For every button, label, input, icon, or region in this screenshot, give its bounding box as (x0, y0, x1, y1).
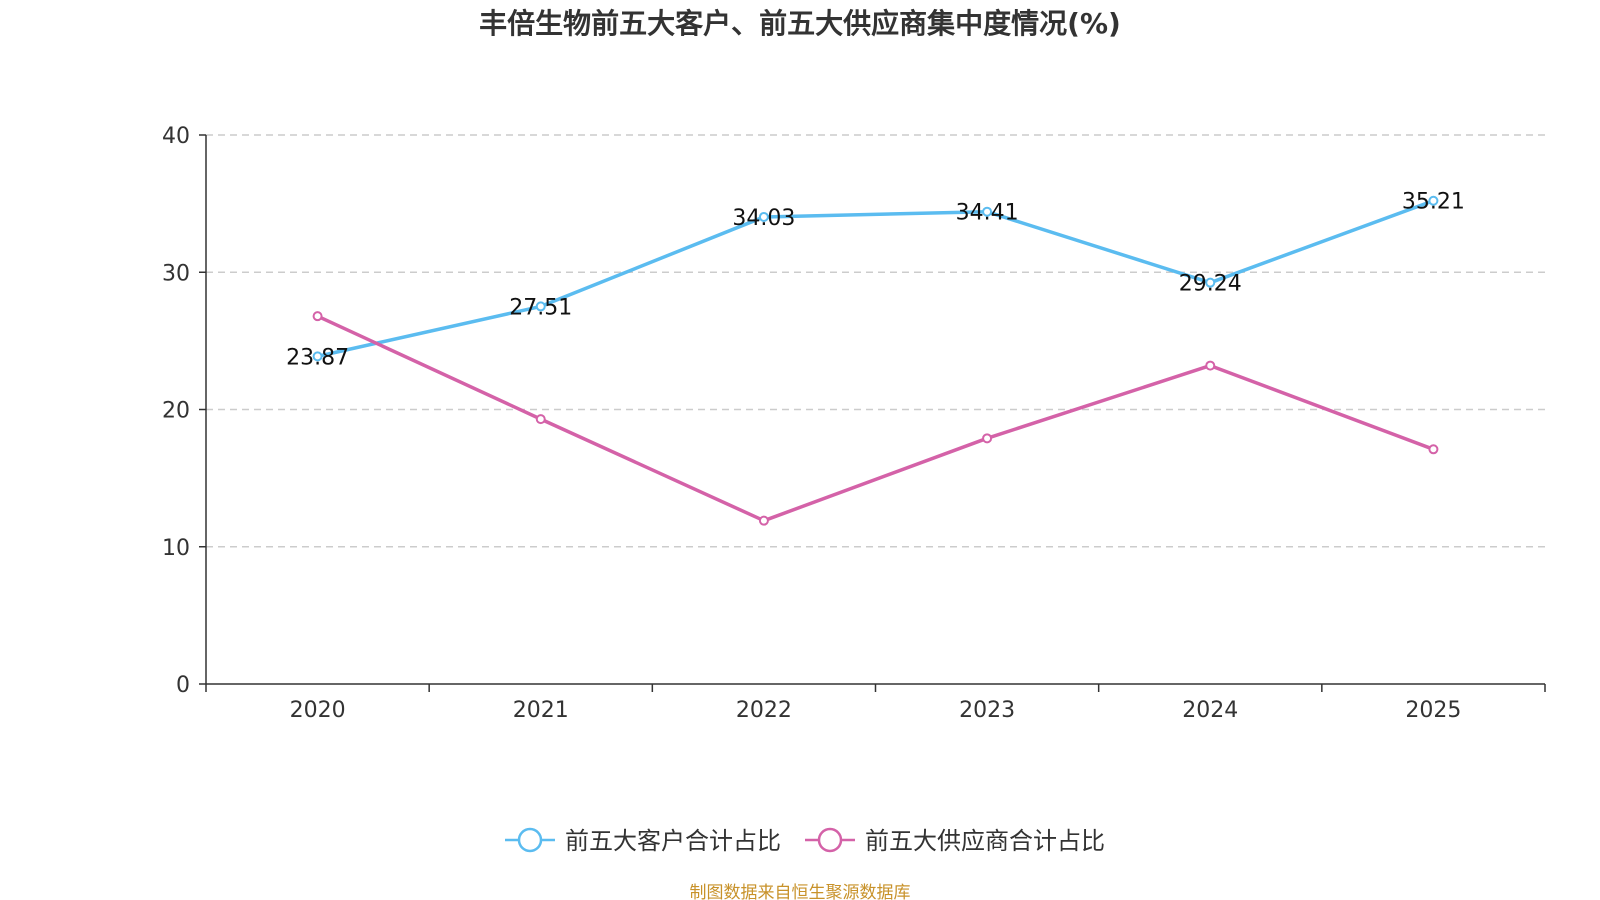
legend-swatch-marker (817, 827, 843, 853)
data-point (982, 433, 993, 444)
data-point (758, 211, 769, 222)
data-label: 34.41 (956, 201, 1019, 226)
data-label: 27.51 (509, 295, 572, 320)
data-label: 34.03 (732, 206, 795, 231)
data-label: 35.21 (1402, 190, 1465, 215)
data-label: 29.24 (1179, 272, 1242, 297)
chart-title: 丰倍生物前五大客户、前五大供应商集中度情况(%) (479, 7, 1121, 40)
data-point (535, 414, 546, 425)
data-point (758, 515, 769, 526)
grid-lines (206, 134, 1545, 548)
y-tick-label: 40 (162, 124, 190, 149)
legend[interactable]: 前五大客户合计占比 前五大供应商合计占比 (505, 827, 1105, 855)
series-line-1 (317, 199, 1435, 359)
series-lines (312, 195, 1439, 526)
y-tick-label: 0 (176, 673, 190, 698)
data-point (312, 311, 323, 322)
y-tick-label: 10 (162, 536, 190, 561)
data-point (1428, 444, 1439, 455)
y-tick-label: 20 (162, 399, 190, 424)
x-tick-label: 2021 (513, 698, 569, 723)
x-tick-label: 2023 (959, 698, 1015, 723)
data-label: 23.87 (286, 345, 349, 370)
data-point (1205, 360, 1216, 371)
legend-item[interactable]: 前五大供应商合计占比 (805, 827, 1105, 855)
source-credit: 制图数据来自恒生聚源数据库 (690, 883, 911, 900)
x-tick-label: 2020 (290, 698, 346, 723)
data-point (1205, 277, 1216, 288)
x-tick-label: 2022 (736, 698, 792, 723)
series-line-2 (316, 314, 1435, 523)
x-tick-label: 2024 (1182, 698, 1238, 723)
data-point (312, 351, 323, 362)
x-tick-label: 2025 (1405, 698, 1461, 723)
axes: 0 10 20 30 40 2020 2021 2022 2023 2024 2025 (162, 124, 1546, 723)
legend-item[interactable]: 前五大客户合计占比 (505, 827, 781, 855)
data-point (1428, 195, 1439, 206)
y-tick-label: 30 (162, 261, 190, 286)
legend-label: 前五大客户合计占比 (565, 827, 781, 855)
data-labels: 23.87 27.51 34.03 34.41 29.24 35.21 (286, 190, 1465, 371)
data-point (982, 206, 993, 217)
data-point (535, 301, 546, 312)
legend-label: 前五大供应商合计占比 (865, 827, 1105, 855)
legend-swatch-marker (517, 827, 543, 853)
